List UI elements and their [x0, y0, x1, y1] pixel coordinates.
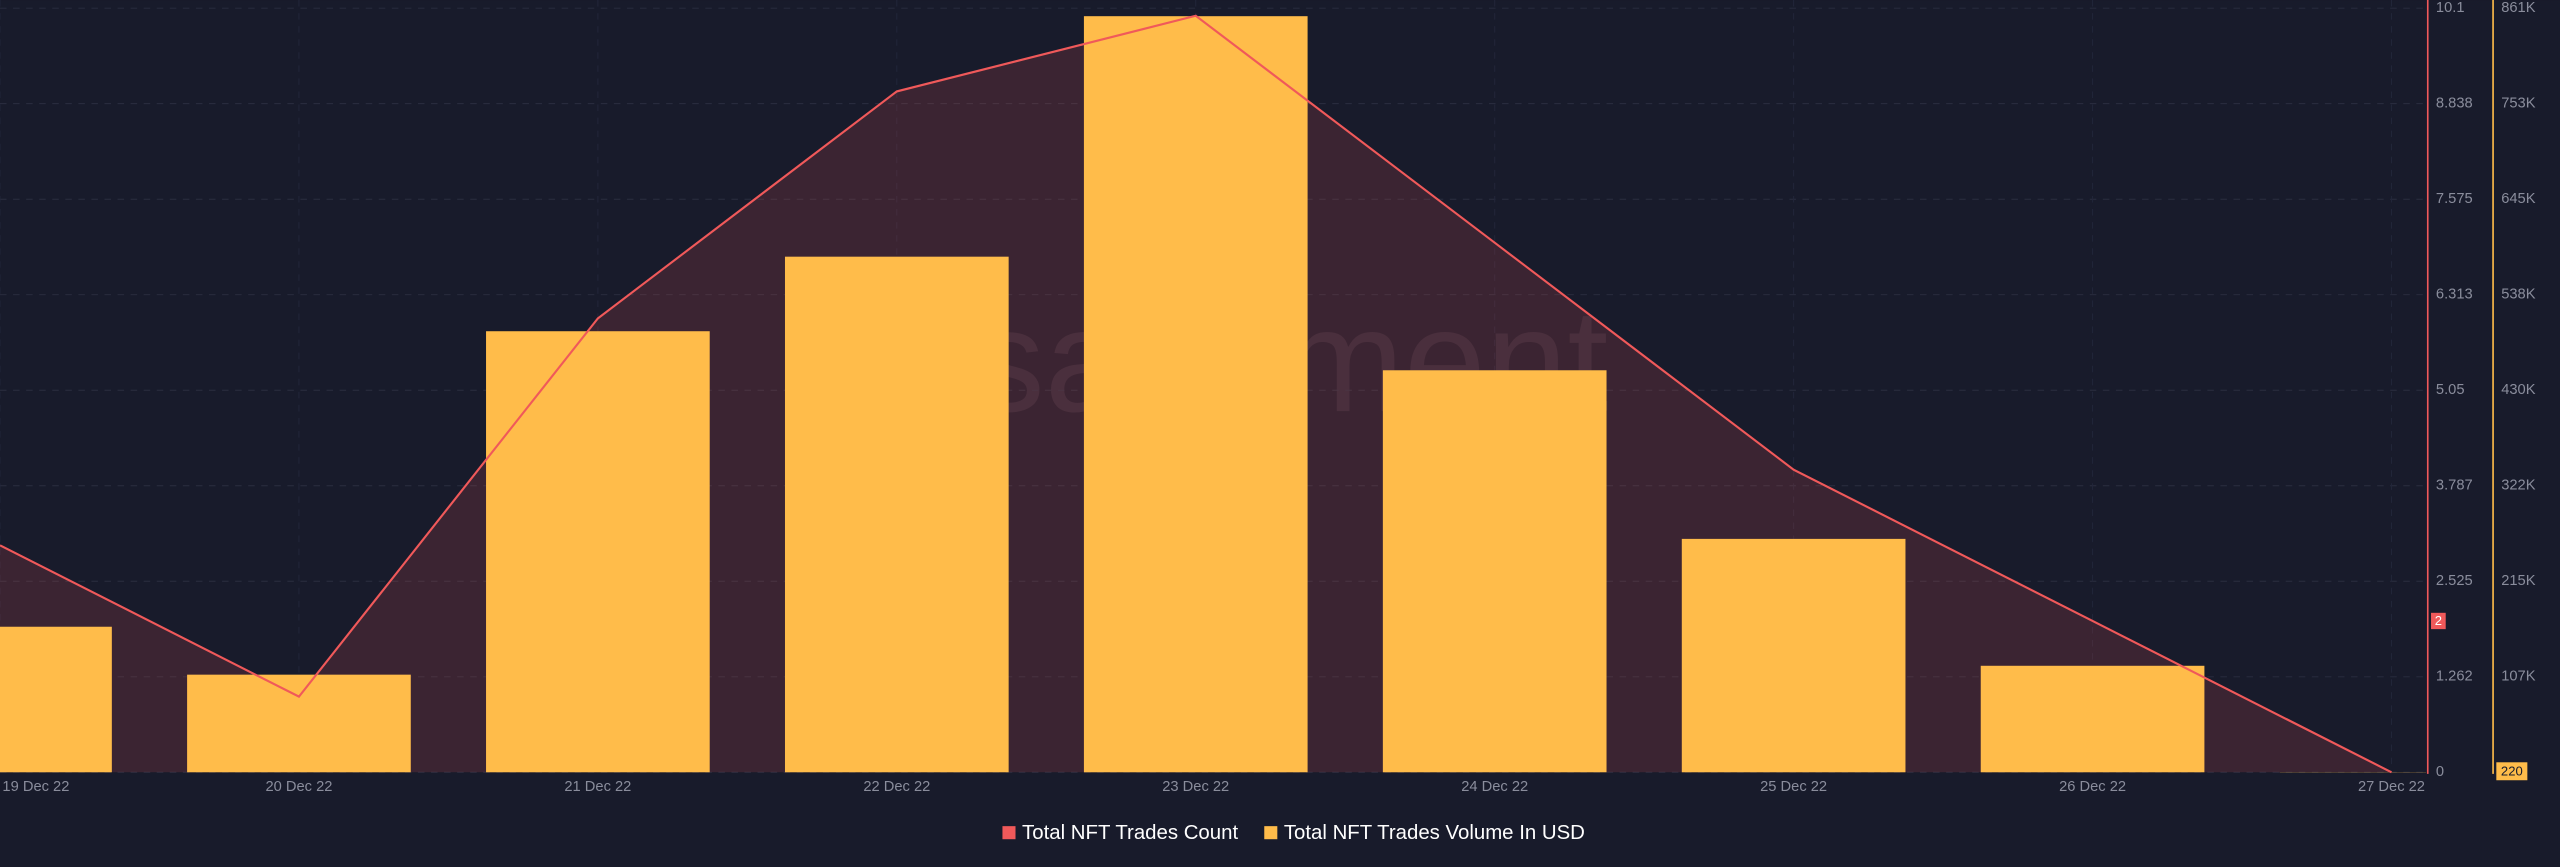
bar: [0, 626, 112, 773]
legend-label: Total NFT Trades Count: [1022, 822, 1238, 844]
x-tick-label: 21 Dec 22: [564, 779, 631, 795]
x-tick-label: 19 Dec 22: [2, 779, 69, 795]
current-value-label: 2: [2435, 613, 2442, 628]
y-tick-label: 3.787: [2436, 478, 2473, 494]
legend: Total NFT Trades Count Total NFT Trades V…: [1002, 822, 1585, 844]
y-tick-label: 10.1: [2436, 0, 2465, 16]
x-tick-label: 24 Dec 22: [1461, 779, 1528, 795]
x-tick-label: 23 Dec 22: [1162, 779, 1229, 795]
current-value-badge: [2431, 612, 2446, 630]
y2-tick-label: 538K: [2501, 287, 2536, 303]
x-tick-label: 27 Dec 22: [2358, 779, 2425, 795]
y2-tick-label: 645K: [2501, 191, 2536, 207]
y2-tick-label: 215K: [2501, 573, 2536, 589]
current-value-badge: [2496, 762, 2528, 781]
y-tick-label: 0: [2436, 764, 2444, 780]
legend-swatch: [1264, 826, 1278, 840]
y-tick-label: 6.313: [2436, 287, 2473, 303]
y2-tick-label: 430K: [2501, 382, 2536, 398]
bar: [187, 674, 411, 773]
legend-swatch: [1002, 826, 1016, 840]
x-tick-label: 25 Dec 22: [1760, 779, 1827, 795]
y-tick-label: 2.525: [2436, 573, 2473, 589]
bar: [1980, 665, 2205, 773]
y-tick-label: 5.05: [2436, 382, 2465, 398]
current-value-label: 220: [2501, 764, 2523, 779]
y2-tick-label: 107K: [2501, 669, 2536, 685]
y-tick-label: 1.262: [2436, 669, 2473, 685]
y2-tick-label: 861K: [2501, 0, 2536, 16]
x-tick-label: 22 Dec 22: [863, 779, 930, 795]
bar: [1681, 538, 1906, 773]
y-tick-label: 7.575: [2436, 191, 2473, 207]
axes: 0 1.262 2.525 3.787 5.05 6.313 7.575 8.838 10.1 1…: [2, 0, 2536, 795]
plot-area: [0, 14, 2427, 774]
bar: [486, 331, 710, 773]
x-tick-label: 26 Dec 22: [2059, 779, 2126, 795]
bar: [1382, 370, 1607, 773]
y2-tick-label: 753K: [2501, 96, 2536, 112]
bar: [784, 256, 1009, 773]
legend-label: Total NFT Trades Volume In USD: [1284, 822, 1585, 844]
bar: [1083, 16, 1308, 773]
line: [0, 14, 2392, 774]
x-tick-label: 20 Dec 22: [265, 779, 332, 795]
y2-tick-label: 322K: [2501, 478, 2536, 494]
y-tick-label: 8.838: [2436, 96, 2473, 112]
